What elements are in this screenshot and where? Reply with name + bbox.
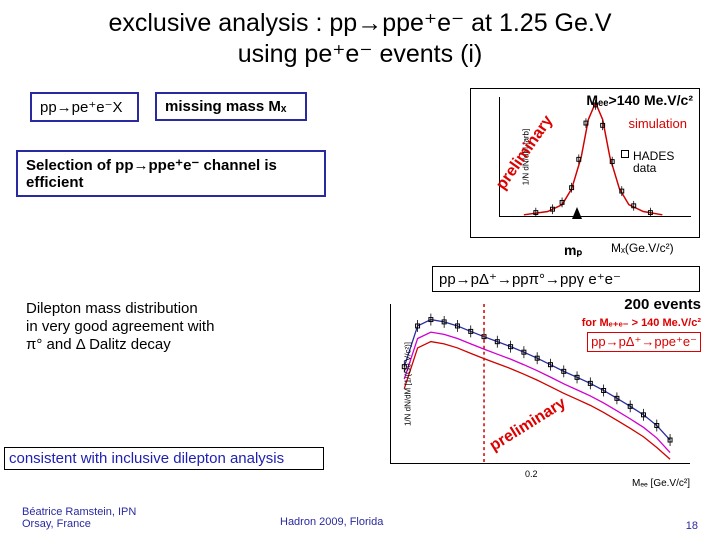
dilepton-spectrum-chart: 200 events for Mₑ₊ₑ₋ > 140 Me.V/c² pp→pΔ… xyxy=(350,294,705,489)
dilepton-l1: Dilepton mass distribution xyxy=(26,300,198,317)
spec-y-label: 1/N dN/dM [1/(Ge.V/c²)] xyxy=(404,341,413,425)
reaction-text: pp→pe⁺e⁻X xyxy=(40,99,123,116)
mee-cut-label: Mₑₑ>140 Me.V/c² xyxy=(586,92,693,108)
missing-mass-chart: 1/N dN/dM [arb] Mₑₑ>140 Me.V/c² simulati… xyxy=(470,88,700,238)
spec-x-label: Mₑₑ [Ge.V/c²] xyxy=(632,478,690,489)
footer-conference: Hadron 2009, Florida xyxy=(280,516,383,528)
dilepton-l2: in very good agreement with xyxy=(26,318,214,335)
selection-text: Selection of pp→ppe⁺e⁻ channel is effici… xyxy=(26,157,277,191)
footer-l2: Orsay, France xyxy=(22,518,91,530)
simulation-label: simulation xyxy=(628,116,687,131)
selection-box: Selection of pp→ppe⁺e⁻ channel is effici… xyxy=(16,150,326,197)
pp-chain-text: pp→pΔ⁺→ppπ°→ppγ e⁺e⁻ xyxy=(439,271,621,288)
slide-title: exclusive analysis : pp→ppe⁺e⁻ at 1.25 G… xyxy=(0,8,720,71)
consistent-box: consistent with inclusive dilepton analy… xyxy=(4,447,324,470)
spec-x-tick: 0.2 xyxy=(525,469,538,479)
reaction-box: pp→pe⁺e⁻X xyxy=(30,92,139,122)
dilepton-text-box: Dilepton mass distribution in very good … xyxy=(26,300,286,354)
hades-legend-marker xyxy=(621,150,629,158)
missing-mass-box: missing mass Mₓ xyxy=(155,92,307,121)
spec-svg xyxy=(391,304,690,463)
consistent-text: consistent with inclusive dilepton analy… xyxy=(9,450,284,467)
mx-axis-label: Mₓ(Ge.V/c²) xyxy=(611,241,674,255)
spec-plot-area: 1/N dN/dM [1/(Ge.V/c²)] xyxy=(390,304,690,464)
missing-mass-text: missing mass Mₓ xyxy=(165,98,286,115)
footer-l1: Béatrice Ramstein, IPN xyxy=(22,506,136,518)
title-line-1: exclusive analysis : pp→ppe⁺e⁻ at 1.25 G… xyxy=(108,9,611,37)
title-line-2: using pe⁺e⁻ events (i) xyxy=(238,40,483,68)
footer-page-number: 18 xyxy=(686,520,698,532)
footer-author: Béatrice Ramstein, IPN Orsay, France xyxy=(22,506,136,530)
mp-arrow-icon xyxy=(572,207,582,219)
dilepton-l3: π° and Δ Dalitz decay xyxy=(26,336,171,353)
hades-label: HADES data xyxy=(633,150,687,174)
pp-chain-box: pp→pΔ⁺→ppπ°→ppγ e⁺e⁻ xyxy=(432,266,700,292)
mp-label: mₚ xyxy=(564,242,582,259)
